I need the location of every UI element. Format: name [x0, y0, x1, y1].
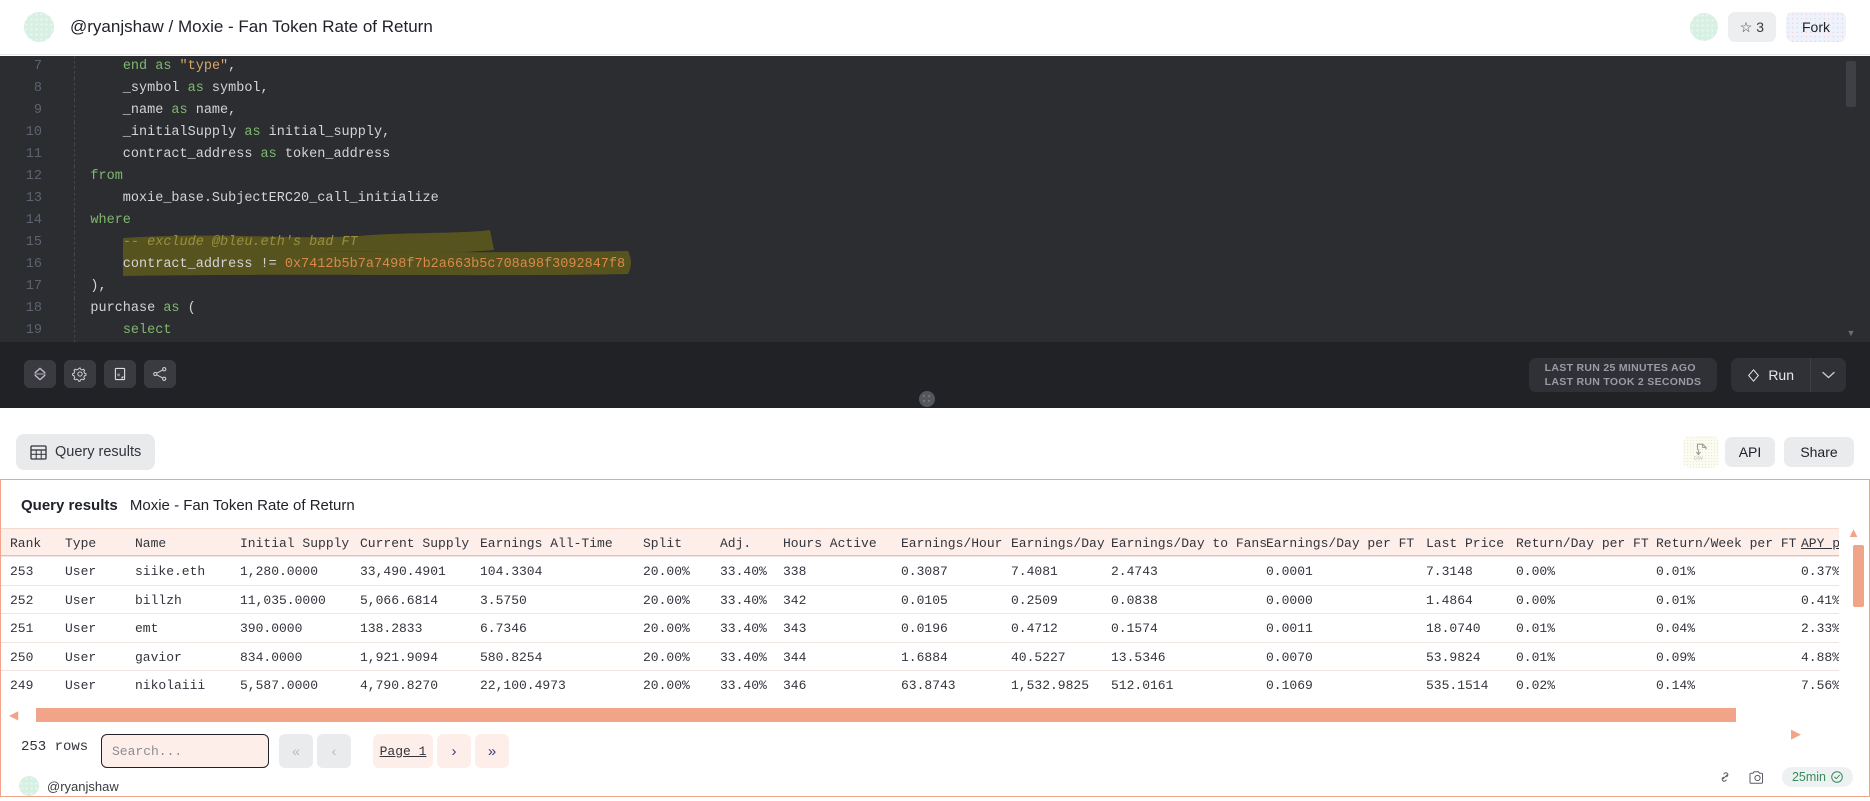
- svg-text:CSV: CSV: [1694, 455, 1703, 460]
